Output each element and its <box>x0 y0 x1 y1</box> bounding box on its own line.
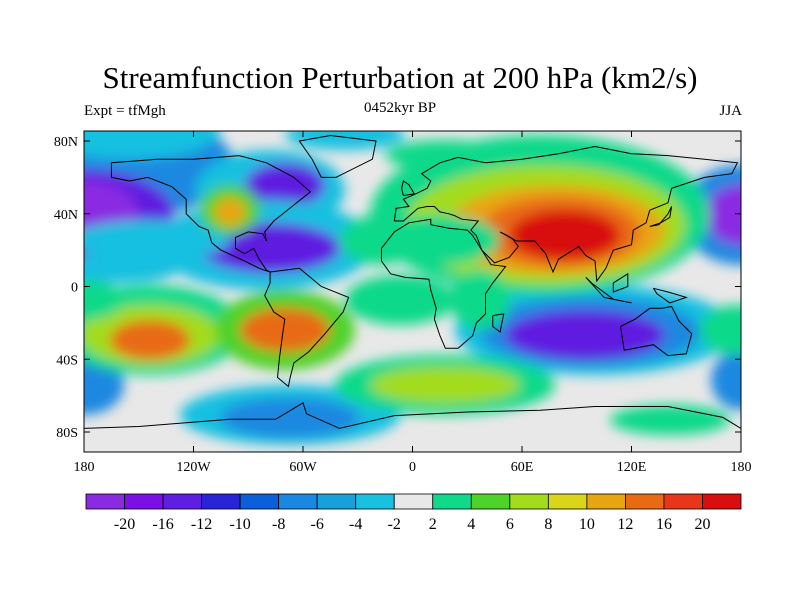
colorbar-swatch <box>355 493 395 510</box>
colorbar-swatch <box>393 493 434 510</box>
field-contour <box>706 185 741 245</box>
colorbar-label: -2 <box>388 516 401 533</box>
field-contour <box>220 398 360 438</box>
colorbar-label: 16 <box>656 516 672 533</box>
colorbar-label: -4 <box>349 516 362 533</box>
colorbar-label: 12 <box>617 516 633 533</box>
field-contour <box>450 270 510 330</box>
coastline <box>585 277 632 304</box>
field-contour <box>214 198 246 226</box>
field-contour <box>84 280 124 320</box>
colorbar-swatch <box>509 493 549 510</box>
colorbar-swatch <box>547 493 588 510</box>
colorbar-label: 20 <box>694 516 710 533</box>
colorbar-label: 4 <box>467 516 475 533</box>
colorbar-label: -12 <box>191 516 212 533</box>
colorbar-label: -8 <box>272 516 285 533</box>
coastline <box>401 180 416 197</box>
colorbar-label: -20 <box>114 516 135 533</box>
field-contour <box>240 308 330 352</box>
lon-label: 120W <box>176 460 211 475</box>
colorbar-swatch <box>278 493 318 510</box>
colorbar-swatch <box>316 493 357 510</box>
coastline <box>381 218 507 349</box>
coastline <box>612 272 629 293</box>
field-contour <box>110 320 190 360</box>
colorbar-swatch <box>162 493 202 510</box>
field-contour <box>385 140 505 170</box>
colorbar-swatch <box>663 493 703 510</box>
coastline <box>84 402 741 429</box>
field-contour <box>510 210 620 260</box>
field-layer <box>84 131 741 452</box>
lon-label: 180 <box>74 460 95 475</box>
colorbar-swatch <box>124 493 164 510</box>
field-contour <box>700 305 741 355</box>
lat-label: 40N <box>54 208 78 223</box>
map-title: Streamfunction Perturbation at 200 hPa (… <box>102 60 698 95</box>
field-contour <box>84 131 220 160</box>
coastline <box>652 287 688 304</box>
colorbar-label: 2 <box>429 516 437 533</box>
field-contour <box>711 350 741 410</box>
colorbar-swatch <box>702 493 742 510</box>
field-contour <box>340 215 420 265</box>
coastline <box>649 206 673 227</box>
field-contour <box>84 253 180 283</box>
coastline <box>110 155 312 273</box>
colorbar-swatch <box>586 493 626 510</box>
lon-label: 60E <box>511 460 534 475</box>
field-contour <box>345 275 455 325</box>
lon-label: 120E <box>617 460 647 475</box>
coastline <box>492 313 505 333</box>
colorbar-label: 6 <box>506 516 514 533</box>
season-label: JJA <box>719 103 742 119</box>
field-contour <box>610 405 730 435</box>
coastline <box>393 145 739 283</box>
colorbar-swatch <box>625 493 665 510</box>
colorbar-swatch <box>201 493 241 510</box>
colorbar-label: -10 <box>229 516 250 533</box>
lon-label: 0 <box>409 460 416 475</box>
colorbar-label: -6 <box>311 516 324 533</box>
colorbar-label: 8 <box>544 516 552 533</box>
experiment-label: Expt = tfMgh <box>84 103 166 119</box>
field-contour <box>200 223 340 273</box>
colorbar-swatch <box>239 493 280 510</box>
field-contour <box>84 220 230 260</box>
colorbar-label: -16 <box>152 516 173 533</box>
colorbar-swatch <box>85 493 125 510</box>
lon-label: 180 <box>731 460 752 475</box>
colorbar-swatch <box>470 493 511 510</box>
field-contour <box>370 367 520 403</box>
coastline <box>264 267 350 388</box>
field-contour <box>505 310 665 360</box>
coastline <box>298 134 377 178</box>
coastline <box>620 305 693 357</box>
time-label: 0452kyr BP <box>363 100 437 116</box>
lat-label: 80N <box>54 135 78 150</box>
lat-label: 40S <box>56 353 78 368</box>
lon-label: 60W <box>289 460 317 475</box>
lat-label: 0 <box>71 281 78 296</box>
colorbar-swatch <box>432 493 472 510</box>
colorbar-label: 10 <box>579 516 595 533</box>
lat-label: 80S <box>56 426 78 441</box>
